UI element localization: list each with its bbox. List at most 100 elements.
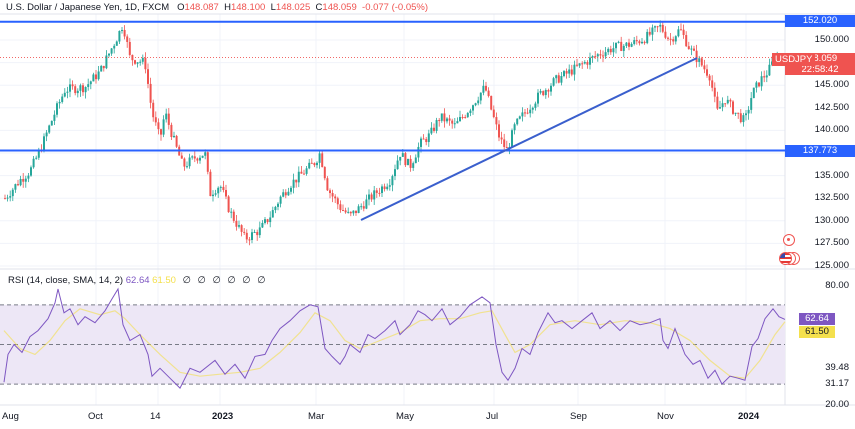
candle-body [391,176,394,186]
candle-body [316,162,318,166]
candle-body [594,56,597,58]
rsi-sma-line [3,308,786,379]
candle-body [100,65,103,72]
candle-body [271,210,274,218]
candle-body [672,39,675,42]
candle-body [290,187,292,192]
candle-body [464,117,467,119]
candle-body [279,196,282,204]
candle-body [79,85,82,91]
candle-body [167,113,170,125]
candle-body [711,80,714,88]
candle-body [409,158,412,168]
candle-body [443,113,446,122]
candle-body [656,26,659,28]
time-axis-label: Oct [88,411,103,422]
candle-body [412,163,415,168]
candle-body [669,38,672,40]
candle-body [550,85,552,92]
candle-body [752,87,755,99]
candle-body [82,85,84,93]
candle-body [420,138,422,147]
candle-body [472,105,474,111]
candle-body [422,138,425,140]
candle-body [648,31,651,35]
candle-body [357,206,360,214]
event-marker-icon[interactable] [783,234,795,246]
candle-body [394,169,396,177]
candle-body [500,137,503,140]
candle-body [659,24,662,27]
candle-body [521,112,524,117]
candle-body [407,158,409,166]
candle-body [485,85,487,91]
high-value: 148.100 [230,2,266,13]
high-label: H [224,2,231,13]
candle-body [591,56,594,58]
candle-body [677,29,680,37]
candle-body [50,120,53,126]
rsi-axis-80: 80.00 [825,280,849,291]
candle-body [596,54,599,57]
resistance-price-tag: 152.020 [785,15,855,27]
time-axis-label: 2023 [212,411,234,422]
candle-body [490,95,493,110]
candle-body [607,48,610,53]
time-axis-label: Nov [657,411,674,422]
price-axis-label: 140.000 [814,124,849,136]
symbol-legend: U.S. Dollar / Japanese Yen, 1D, FXCM O14… [6,2,428,13]
candle-body [204,152,207,156]
candle-body [563,71,565,77]
candle-body [401,153,404,157]
candle-body [235,220,238,227]
us-flag-economic-event-icon[interactable] [779,252,801,265]
candle-body [539,91,542,93]
candle-body [323,167,326,179]
na-marker: ∅ [242,275,251,286]
candle-body [526,112,529,114]
candle-body [134,60,136,64]
candle-body [230,211,233,213]
candle-body [729,99,732,102]
candle-body [646,31,649,44]
candle-body [570,69,573,75]
open-value: 148.087 [184,2,219,13]
candle-body [498,124,500,138]
candle-body [763,76,766,78]
price-axis-label: 130.000 [814,214,849,226]
candle-body [451,120,454,124]
candle-body [110,48,113,54]
rsi-value-tag: 62.64 [799,313,835,325]
candle-body [334,196,337,199]
candle-body [487,90,490,96]
candle-body [6,197,9,199]
rsi-value: 62.64 [125,275,150,286]
candle-body [113,45,116,49]
rsi-legend[interactable]: RSI (14, close, SMA, 14, 2) 62.64 61.50 … [8,275,265,286]
candle-body [149,83,152,103]
candle-body [66,91,69,93]
price-axis-label: 145.000 [814,79,849,91]
candle-body [201,155,204,158]
candle-body [745,113,747,116]
candle-body [638,41,641,44]
candle-body [287,191,290,196]
rsi-line [3,287,786,389]
candle-body [266,219,269,223]
trendline [360,57,698,221]
candle-body [19,178,22,186]
candle-body [383,186,386,190]
candle-body [240,225,243,232]
candle-body [732,101,734,114]
rsi-title: RSI (14, close, SMA, 14, 2) [8,275,124,286]
candle-body [136,62,139,64]
candle-body [568,69,571,74]
candle-body [292,179,295,188]
candle-body [11,189,14,197]
time-axis-label: Sep [570,411,587,422]
candle-body [612,48,615,53]
candle-body [63,92,66,97]
candle-body [446,118,448,122]
time-axis-label: 2024 [738,411,760,422]
